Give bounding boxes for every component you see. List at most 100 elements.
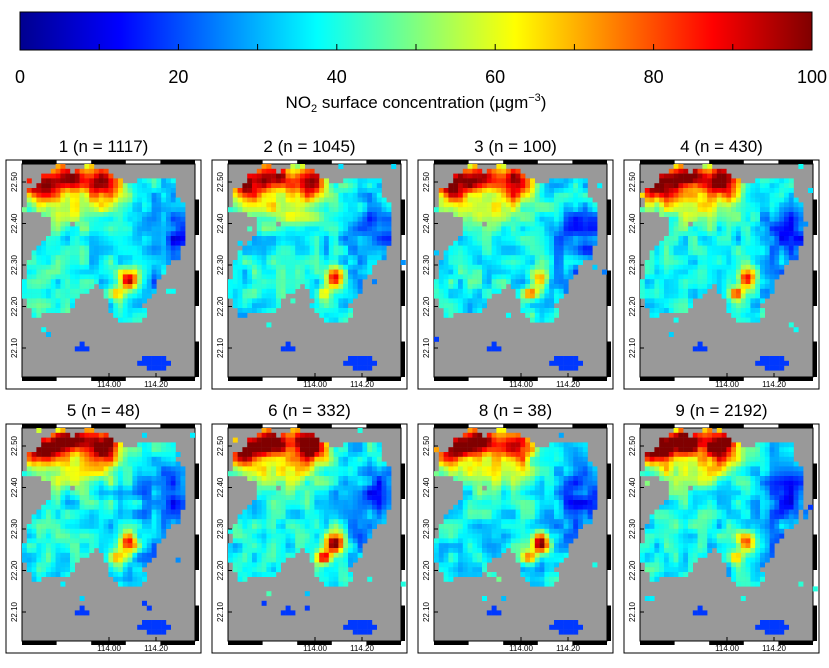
concentration-cell bbox=[544, 221, 550, 227]
concentration-cell bbox=[328, 269, 334, 275]
concentration-cell bbox=[348, 312, 353, 318]
concentration-cell bbox=[333, 524, 339, 529]
concentration-cell bbox=[678, 284, 684, 289]
concentration-cell bbox=[271, 442, 277, 448]
concentration-cell bbox=[113, 288, 119, 294]
concentration-cell bbox=[760, 284, 765, 289]
x-tick-label: 114.00 bbox=[509, 380, 533, 389]
concentration-cell bbox=[592, 212, 598, 217]
concentration-cell bbox=[697, 288, 703, 294]
concentration-cell bbox=[232, 528, 238, 534]
concentration-cell bbox=[55, 274, 61, 280]
concentration-cell bbox=[774, 183, 780, 189]
concentration-cell bbox=[750, 183, 756, 189]
concentration-cell bbox=[122, 221, 128, 227]
concentration-cell bbox=[333, 471, 339, 477]
concentration-cell bbox=[122, 452, 128, 457]
concentration-cell bbox=[60, 303, 66, 309]
concentration-cell bbox=[151, 360, 157, 366]
concentration-cell bbox=[486, 346, 492, 352]
concentration-cell bbox=[142, 620, 147, 625]
concentration-cell bbox=[127, 269, 133, 275]
concentration-cell bbox=[309, 236, 315, 241]
concentration-cell bbox=[731, 279, 737, 285]
frame-segment bbox=[607, 270, 611, 306]
concentration-cell bbox=[65, 269, 71, 275]
concentration-cell bbox=[760, 188, 765, 193]
concentration-cell bbox=[477, 221, 483, 227]
concentration-cell bbox=[319, 202, 325, 208]
concentration-cell bbox=[534, 293, 540, 299]
concentration-cell bbox=[304, 264, 310, 270]
concentration-cell bbox=[362, 461, 368, 467]
concentration-cell bbox=[132, 514, 138, 520]
concentration-cell bbox=[496, 178, 502, 184]
concentration-cell bbox=[271, 216, 277, 222]
concentration-cell bbox=[113, 216, 119, 222]
frame-segment bbox=[91, 160, 126, 164]
concentration-cell bbox=[166, 452, 171, 457]
concentration-cell bbox=[175, 504, 181, 510]
concentration-cell bbox=[769, 365, 775, 371]
concentration-cell bbox=[692, 207, 698, 213]
concentration-cell bbox=[242, 456, 248, 462]
concentration-cell bbox=[333, 231, 339, 237]
concentration-cell bbox=[563, 216, 569, 222]
concentration-cell bbox=[70, 207, 75, 213]
concentration-cell bbox=[707, 274, 713, 280]
concentration-cell bbox=[285, 466, 291, 472]
concentration-cell bbox=[118, 476, 123, 481]
concentration-cell bbox=[309, 274, 315, 280]
concentration-cell bbox=[568, 202, 574, 208]
concentration-cell bbox=[357, 240, 363, 246]
concentration-cell bbox=[319, 456, 325, 462]
concentration-cell bbox=[343, 279, 349, 285]
concentration-cell bbox=[673, 298, 679, 304]
concentration-cell bbox=[367, 197, 373, 203]
concentration-cell bbox=[736, 216, 741, 222]
concentration-cell bbox=[678, 236, 684, 241]
concentration-cell bbox=[74, 168, 80, 174]
concentration-cell bbox=[31, 557, 37, 563]
concentration-cell bbox=[688, 250, 693, 256]
concentration-cell bbox=[443, 293, 449, 299]
concentration-cell bbox=[520, 212, 526, 217]
concentration-cell bbox=[31, 269, 37, 275]
concentration-cell bbox=[314, 509, 320, 515]
concentration-cell bbox=[132, 504, 138, 510]
concentration-cell bbox=[372, 466, 377, 472]
concentration-cell bbox=[582, 212, 588, 217]
concentration-cell bbox=[472, 264, 478, 270]
concentration-cell bbox=[60, 197, 66, 203]
concentration-cell bbox=[467, 197, 473, 203]
concentration-cell bbox=[649, 192, 655, 198]
concentration-cell bbox=[271, 178, 277, 184]
concentration-cell bbox=[132, 317, 138, 323]
concentration-cell bbox=[156, 514, 162, 520]
concentration-cell bbox=[357, 485, 363, 491]
concentration-cell bbox=[108, 480, 114, 486]
concentration-cell bbox=[280, 284, 286, 289]
concentration-cell bbox=[534, 231, 540, 237]
concentration-cell bbox=[712, 202, 717, 208]
concentration-cell bbox=[578, 231, 583, 237]
concentration-cell bbox=[726, 255, 732, 261]
concentration-cell bbox=[94, 543, 99, 549]
concentration-cell bbox=[764, 192, 770, 198]
concentration-cell bbox=[664, 202, 669, 208]
concentration-cell bbox=[170, 509, 176, 515]
concentration-cell bbox=[256, 168, 262, 174]
frame-segment bbox=[228, 424, 263, 428]
concentration-cell bbox=[247, 293, 253, 299]
concentration-cell bbox=[261, 303, 267, 309]
concentration-cell bbox=[721, 183, 727, 189]
concentration-cell bbox=[491, 178, 497, 184]
concentration-cell bbox=[352, 178, 358, 184]
concentration-cell bbox=[55, 226, 61, 232]
concentration-cell bbox=[372, 514, 377, 520]
concentration-cell bbox=[357, 288, 363, 294]
concentration-cell bbox=[103, 173, 109, 179]
concentration-cell bbox=[491, 221, 497, 227]
concentration-cell bbox=[319, 197, 325, 203]
concentration-cell bbox=[290, 264, 296, 270]
